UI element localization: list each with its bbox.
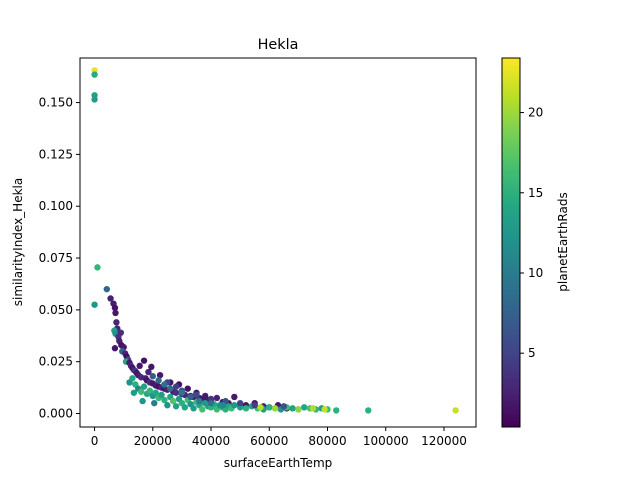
scatter-point [140, 383, 148, 390]
y-axis-ticks: 0.000 0.025 0.050 0.075 0.100 0.125 0.150 [39, 96, 80, 421]
colorbar-tick-label: 15 [528, 186, 543, 200]
scatter-point [207, 399, 215, 407]
colorbar-ticks: 5 10 15 20 [520, 106, 543, 360]
scatter-point [172, 383, 180, 390]
scatter-point [130, 389, 138, 396]
scatter-point [107, 295, 114, 302]
scatter-point [149, 373, 156, 380]
scatter-point [213, 394, 221, 402]
scatter-point [167, 385, 174, 392]
scatter-point [231, 393, 238, 401]
scatter-point [187, 393, 194, 401]
plot-frame [79, 57, 477, 428]
scatter-point [112, 309, 119, 317]
scatter-point [161, 396, 168, 404]
x-tick-label: 80000 [308, 434, 346, 448]
colorbar-tick-label: 5 [528, 346, 536, 360]
x-axis-label: surfaceEarthTemp [224, 456, 333, 470]
scatter-point [301, 404, 308, 411]
scatter-point [145, 368, 152, 376]
scatter-point [158, 391, 165, 399]
y-tick-label: 0.075 [39, 251, 73, 265]
scatter-point [199, 406, 206, 413]
scatter-point [169, 397, 177, 405]
scatter-point [151, 399, 158, 407]
scatter-point [231, 402, 238, 409]
scatter-point [152, 389, 159, 396]
x-axis-ticks: 0 20000 40000 60000 80000 100000 120000 [91, 427, 467, 448]
colorbar-tick-label: 20 [528, 106, 543, 120]
scatter-point [129, 375, 136, 382]
scatter-point [219, 402, 226, 409]
y-tick-label: 0.100 [39, 199, 73, 213]
x-tick-label: 60000 [250, 434, 288, 448]
y-tick-label: 0.150 [39, 96, 73, 110]
scatter-point [280, 403, 288, 410]
scatter-point [136, 362, 143, 370]
scatter-point [103, 285, 110, 293]
scatter-point [113, 319, 120, 326]
scatter-point [236, 399, 244, 407]
scatter-point [146, 387, 154, 394]
scatter-point [452, 407, 459, 414]
scatter-point [257, 404, 264, 411]
chart-title: Hekla [258, 37, 299, 53]
y-tick-label: 0.050 [39, 303, 73, 317]
scatter-point [111, 304, 119, 311]
scatter-point [172, 389, 180, 396]
scatter-point [178, 389, 186, 396]
scatter-point [91, 71, 98, 78]
scatter-point [148, 363, 155, 371]
scatter-point [190, 405, 197, 412]
scatter-point [266, 404, 273, 411]
scatter-point [271, 405, 279, 412]
scatter-point [242, 405, 250, 412]
scatter-point [91, 301, 98, 308]
scatter-point [137, 388, 145, 395]
scatter-point [181, 404, 189, 411]
scatter-point [309, 405, 317, 412]
scatter-point [251, 402, 258, 409]
scatter-point [295, 406, 302, 413]
colorbar-label: planetEarthRads [556, 192, 570, 291]
scatter-point [140, 357, 148, 364]
x-tick-label: 100000 [363, 434, 409, 448]
colorbar-tick-label: 10 [528, 266, 543, 280]
scatter-point [184, 385, 191, 392]
scatter-point [111, 345, 119, 352]
y-tick-label: 0.025 [39, 355, 73, 369]
scatter-point [155, 377, 162, 384]
x-tick-label: 20000 [134, 434, 172, 448]
scatter-point [156, 371, 164, 379]
scatter-points [91, 67, 459, 414]
y-tick-label: 0.125 [39, 147, 73, 161]
scatter-point [333, 407, 340, 414]
x-tick-label: 40000 [192, 434, 230, 448]
scatter-point [365, 407, 372, 414]
scatter-point [91, 96, 98, 103]
scatter-point [172, 403, 180, 410]
x-tick-label: 0 [91, 434, 99, 448]
x-tick-label: 120000 [421, 434, 467, 448]
scatter-point [94, 264, 101, 271]
y-axis-label: similarityIndex_Hekla [11, 178, 25, 306]
y-tick-label: 0.000 [39, 407, 73, 421]
scatter-point [289, 405, 296, 412]
scatter-point [117, 329, 124, 336]
scatter-point [161, 381, 168, 388]
scatter-point [196, 397, 203, 405]
scatter-point [139, 397, 146, 405]
colorbar [501, 57, 521, 428]
scatter-point [164, 402, 171, 409]
scatter-point [321, 406, 328, 413]
scatter-point [193, 391, 200, 399]
